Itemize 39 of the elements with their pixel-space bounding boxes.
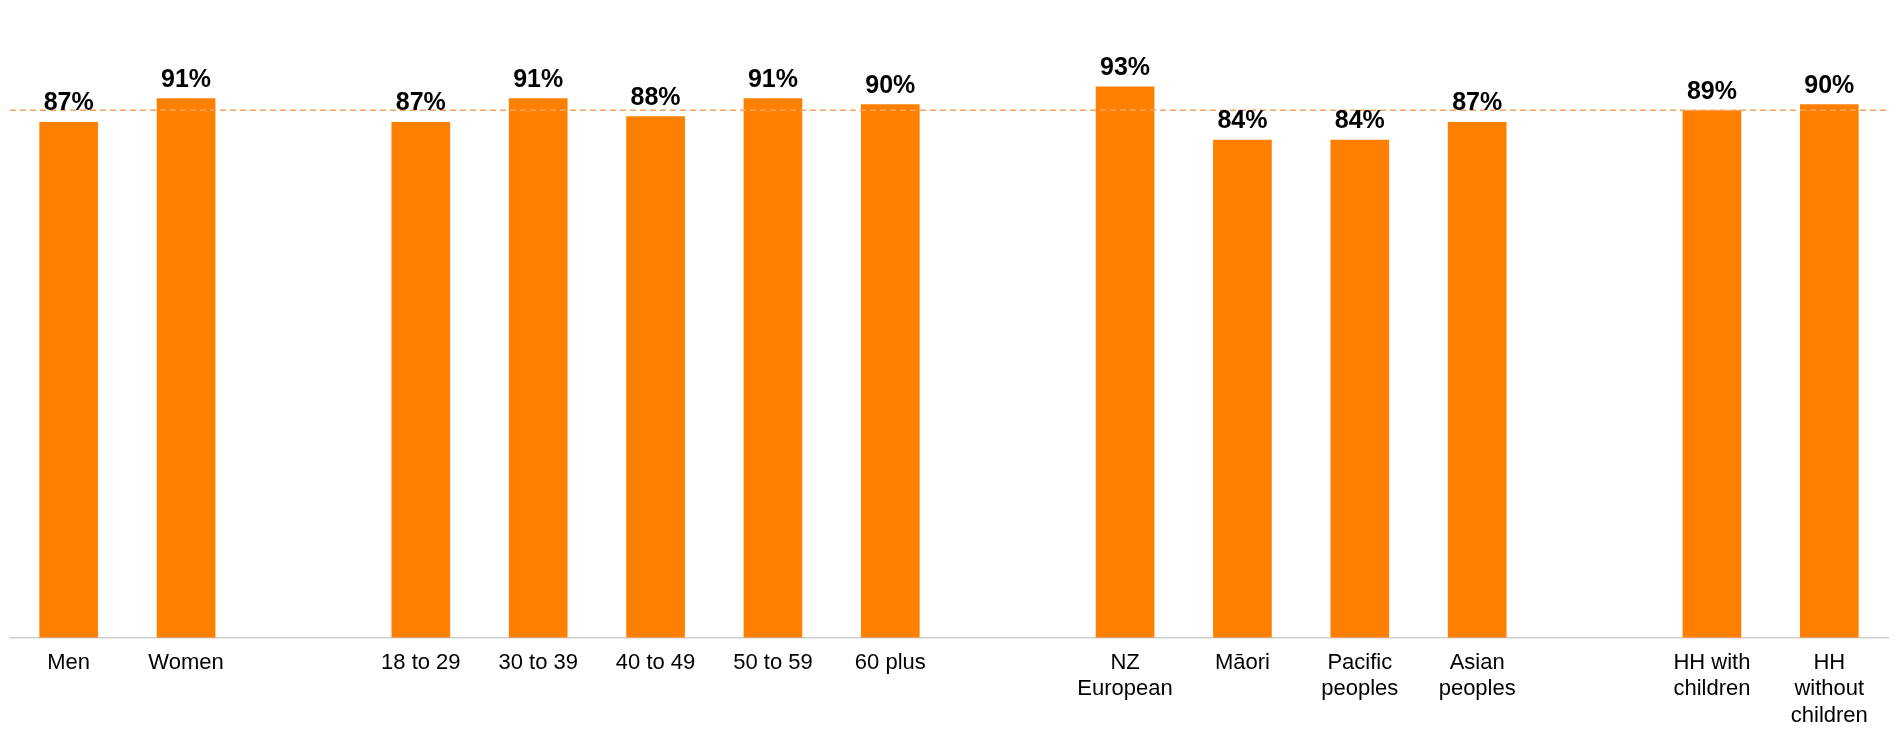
data-label: 89% [1686, 75, 1737, 104]
bar [1330, 139, 1390, 638]
bar [743, 98, 803, 638]
bar [860, 104, 920, 638]
data-label: 90% [1804, 69, 1855, 98]
bar [1799, 104, 1859, 638]
data-label: 90% [865, 69, 916, 98]
x-tick-label: 40 to 49 [615, 649, 696, 675]
bar [1682, 110, 1742, 638]
x-tick-label: 60 plus [854, 649, 926, 675]
data-label: 93% [1100, 51, 1151, 80]
bar [508, 98, 568, 638]
x-tick-label: 30 to 39 [498, 649, 578, 675]
data-label: 84% [1334, 105, 1385, 134]
x-tick-label: HH without children [1790, 649, 1868, 727]
data-label: 91% [513, 63, 564, 92]
x-tick-label: 50 to 59 [733, 649, 813, 675]
x-tick-label: Women [148, 649, 224, 675]
bar [1213, 139, 1272, 638]
data-label: 91% [747, 63, 798, 92]
data-label: 88% [630, 81, 681, 110]
bar [1447, 122, 1507, 638]
bar [1095, 86, 1155, 638]
bar [39, 122, 99, 638]
x-tick-label: 18 to 29 [381, 649, 461, 675]
data-label: 87% [395, 87, 446, 116]
data-label: 91% [161, 63, 212, 92]
x-tick-label: NZ European [1077, 649, 1173, 701]
x-tick-label: Pacific peoples [1321, 649, 1399, 701]
data-label: 87% [1452, 87, 1503, 116]
x-tick-label: Asian peoples [1438, 649, 1516, 701]
data-label: 87% [43, 87, 94, 116]
bar [626, 116, 685, 638]
x-tick-label: Men [47, 649, 91, 675]
x-tick-label: HH with children [1673, 649, 1751, 701]
bar [156, 98, 216, 638]
data-label: 84% [1217, 105, 1268, 134]
x-tick-label: Māori [1214, 649, 1270, 675]
bar [391, 122, 451, 638]
